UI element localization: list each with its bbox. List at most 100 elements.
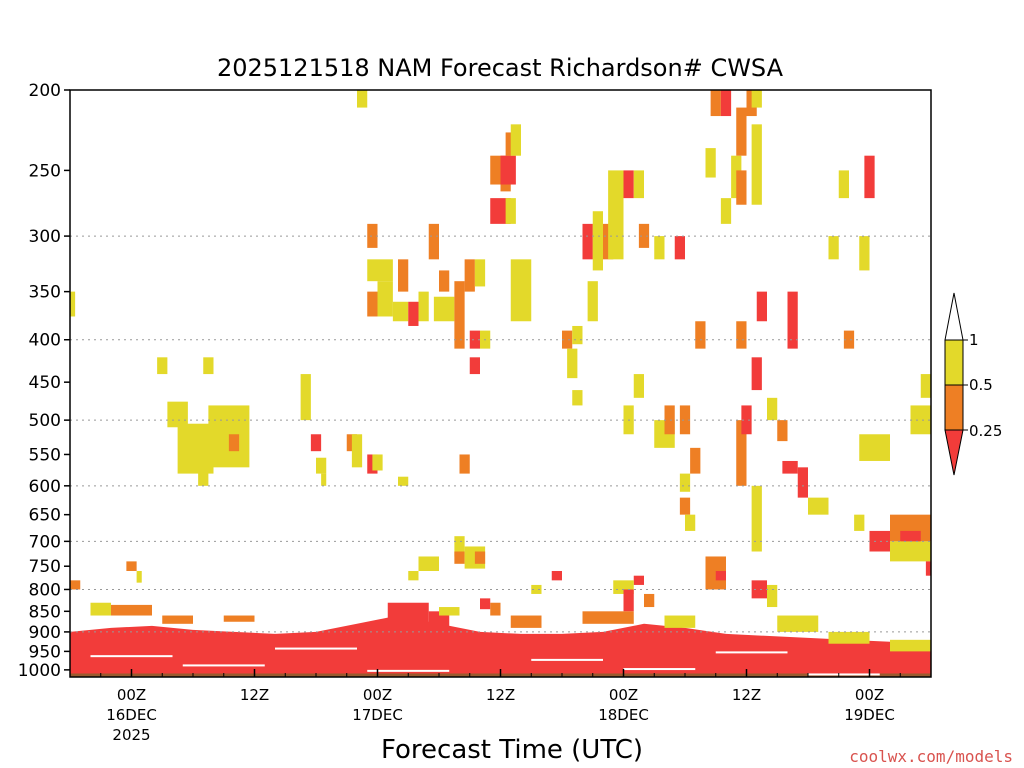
ri-cell	[890, 541, 931, 562]
ri-cell	[572, 325, 583, 345]
ri-cell	[377, 281, 393, 317]
ri-cell	[418, 556, 439, 571]
x-tick-date: 16DEC	[106, 706, 157, 724]
ri-cell	[551, 570, 562, 581]
ri-cell	[787, 291, 798, 349]
ri-cell	[592, 211, 603, 271]
ri-cell	[228, 434, 240, 452]
y-tick-label: 250	[29, 161, 61, 181]
y-tick-label: 1000	[18, 661, 61, 681]
ri-cell	[387, 602, 429, 624]
ri-cell	[623, 589, 634, 612]
y-tick-label: 700	[29, 532, 61, 552]
ri-cell	[736, 321, 747, 349]
ri-cell	[751, 485, 762, 552]
x-tick-year: 2025	[112, 726, 150, 744]
ri-cell	[854, 514, 865, 531]
y-tick-label: 800	[29, 580, 61, 600]
ri-cell	[126, 561, 137, 571]
legend-swatch-below-0.25	[944, 429, 964, 476]
ri-cell	[459, 454, 470, 474]
ri-cell	[690, 447, 701, 474]
chart-title: 2025121518 NAM Forecast Richardson# CWSA	[217, 54, 784, 82]
ri-cell	[454, 551, 465, 564]
ri-cell	[162, 615, 193, 624]
y-tick-label: 650	[29, 506, 61, 526]
ri-cell	[679, 497, 691, 515]
y-tick-label: 400	[29, 331, 61, 351]
ri-cell	[869, 530, 890, 552]
ri-cell	[767, 397, 778, 421]
ri-cell	[392, 301, 409, 322]
ri-cell	[408, 570, 419, 581]
x-tick-label: 00Z	[609, 686, 638, 704]
ri-cell	[223, 615, 255, 622]
legend-label: 0.25	[969, 422, 1002, 440]
boundary-layer-band	[70, 615, 931, 674]
ri-cell	[367, 291, 378, 317]
y-tick-label: 350	[29, 283, 61, 303]
ri-cell	[782, 460, 798, 474]
ri-cell	[654, 236, 665, 260]
band-streak	[275, 647, 357, 650]
plot-frame	[69, 89, 932, 678]
ri-cell	[797, 467, 808, 498]
credit-text: coolwx.com/models	[849, 747, 1013, 766]
ri-cell	[418, 291, 429, 322]
ri-cell	[428, 223, 439, 260]
ri-cell	[177, 423, 214, 474]
band-streak	[367, 669, 450, 672]
ri-cell	[439, 607, 460, 616]
ri-cell	[531, 584, 542, 594]
ri-cell	[828, 631, 870, 644]
ri-cell	[859, 236, 870, 271]
ri-cell	[741, 405, 752, 435]
ri-cell	[136, 570, 142, 583]
ri-cell	[490, 602, 501, 616]
ri-cell	[505, 198, 516, 224]
y-axis: 200 250 300 350 400 450 500 550 600 650 700 750 8008…	[18, 81, 70, 681]
ri-cell	[715, 570, 726, 581]
ri-cell	[751, 580, 767, 599]
ri-cell	[910, 405, 931, 435]
ri-cell	[608, 170, 624, 260]
ri-cell	[751, 357, 762, 391]
ri-cell	[679, 405, 691, 435]
ri-cell	[777, 420, 788, 442]
band-streak	[531, 658, 603, 661]
ri-cell	[510, 124, 521, 156]
y-tick-label: 600	[29, 477, 61, 497]
ri-cell	[562, 330, 573, 349]
ri-cell	[316, 457, 327, 474]
ri-cell	[480, 598, 491, 610]
y-tick-label: 850	[29, 602, 61, 622]
band-streak	[623, 668, 696, 671]
cells-layer	[70, 90, 931, 677]
ri-cell	[582, 611, 634, 624]
ri-cell	[398, 259, 409, 292]
ri-cell	[474, 259, 486, 287]
y-tick-label: 450	[29, 373, 61, 393]
ri-cell	[736, 107, 747, 156]
y-tick-label: 550	[29, 445, 61, 465]
x-tick-date: 19DEC	[844, 706, 895, 724]
ri-cell	[111, 604, 152, 616]
ri-cell	[751, 124, 762, 205]
ri-cell	[408, 301, 419, 326]
x-tick-label: 12Z	[732, 686, 761, 704]
ri-cell	[644, 593, 655, 608]
ri-cell	[428, 611, 450, 636]
ri-cell	[695, 321, 706, 349]
ri-cell	[828, 236, 839, 260]
y-tick-label: 750	[29, 557, 61, 577]
x-tick-label: 00Z	[363, 686, 392, 704]
ri-cell	[321, 473, 327, 486]
ri-cell	[490, 155, 501, 185]
ri-cell	[736, 170, 747, 205]
band-streak	[715, 651, 788, 654]
legend-swatch-above-1	[944, 292, 964, 341]
ri-cell	[720, 90, 732, 117]
ri-cell	[372, 454, 383, 471]
ri-cell	[710, 90, 721, 117]
ri-cell	[674, 236, 685, 260]
